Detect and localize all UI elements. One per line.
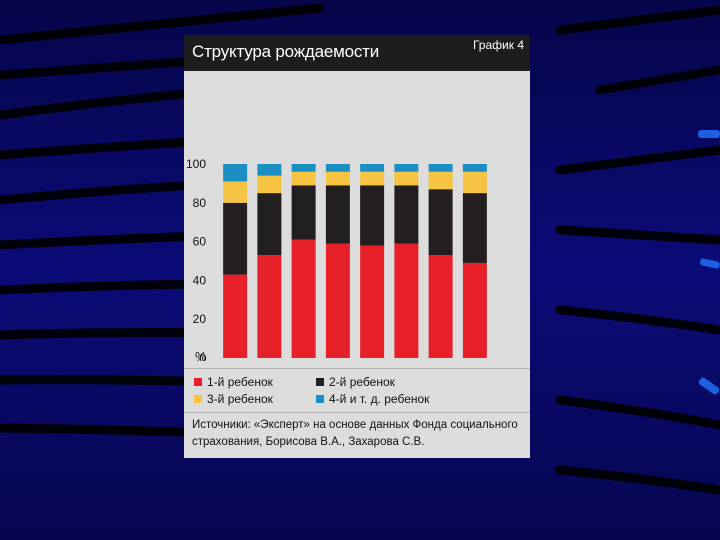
bar-segment	[360, 171, 385, 186]
legend-separator-top	[184, 368, 530, 369]
chart-legend: 1-й ребенок 2-й ребенок 3-й ребенок 4-й …	[192, 371, 522, 409]
bar-segment	[462, 171, 487, 194]
bar-segment	[325, 243, 350, 358]
bar-segment	[360, 245, 385, 358]
bar-segment	[257, 164, 282, 176]
bar-segment	[394, 243, 419, 358]
y-tick-label: 100	[186, 157, 206, 171]
bar-segment	[462, 164, 487, 172]
y-tick-label: 60	[193, 235, 207, 249]
bar-segment	[360, 185, 385, 246]
legend-label: 2-й ребенок	[329, 375, 395, 389]
bar-segment	[257, 255, 282, 358]
legend-item-4: 4-й и т. д. ребенок	[316, 392, 429, 406]
bar-segment	[291, 164, 316, 172]
legend-item-1: 1-й ребенок	[194, 375, 273, 389]
bar-segment	[462, 262, 487, 358]
bar-segment	[257, 193, 282, 256]
bar-segment	[223, 202, 248, 275]
bar-segment	[428, 189, 453, 256]
legend-swatch	[316, 378, 324, 386]
chart-card: Структура рождаемости График 4 0 20 40 60 80…	[184, 35, 530, 458]
bar-segment	[360, 164, 385, 172]
legend-label: 3-й ребенок	[207, 392, 273, 406]
bar-segment	[325, 185, 350, 244]
legend-swatch	[194, 378, 202, 386]
percent-unit-label: %	[195, 349, 207, 364]
bar-segment	[291, 239, 316, 358]
bar-segment	[291, 171, 316, 186]
bar-segment	[394, 164, 419, 172]
bar-segment	[257, 175, 282, 194]
bar-segment	[223, 274, 248, 358]
chart-tag: График 4	[472, 38, 524, 52]
bar-segment	[291, 185, 316, 240]
bar-segment	[428, 164, 453, 172]
y-tick-label: 20	[193, 312, 207, 326]
legend-swatch	[316, 395, 324, 403]
bar-segment	[428, 255, 453, 358]
card-header: Структура рождаемости График 4	[184, 35, 530, 71]
legend-label: 4-й и т. д. ребенок	[329, 392, 430, 406]
bar-segment	[325, 171, 350, 186]
bar-segment	[223, 181, 248, 203]
y-tick-label: 40	[193, 273, 207, 287]
bar-segment	[428, 171, 453, 190]
chart-title: Структура рождаемости	[192, 42, 380, 61]
legend-label: 1-й ребенок	[207, 375, 273, 389]
bar-segment	[325, 164, 350, 172]
legend-item-2: 2-й ребенок	[316, 375, 395, 389]
legend-swatch	[194, 395, 202, 403]
bar-segment	[223, 164, 248, 182]
bar-segment	[462, 193, 487, 263]
legend-separator-bottom	[184, 412, 530, 413]
source-note: Источники: «Эксперт» на основе данных Фо…	[192, 419, 518, 448]
y-tick-label: 0	[199, 351, 206, 361]
y-tick-label: 80	[193, 196, 207, 210]
bar-segment	[394, 171, 419, 186]
legend-item-3: 3-й ребенок	[194, 392, 273, 406]
bar-segment	[394, 185, 419, 244]
stacked-bar-chart: 0204060801001985–86199019952000200520072…	[186, 157, 487, 361]
